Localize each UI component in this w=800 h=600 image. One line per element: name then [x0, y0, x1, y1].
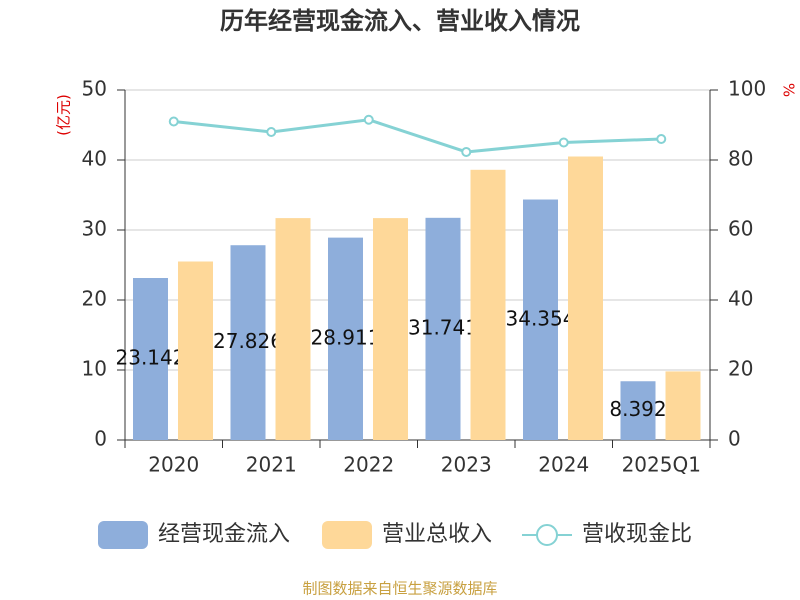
data-label: 8.392 [609, 397, 666, 421]
y2-tick-label: 20 [728, 357, 753, 381]
bar [275, 218, 311, 440]
line-series [173, 118, 662, 154]
bar [470, 169, 506, 441]
y-tick-label: 30 [82, 217, 107, 241]
y2-tick-label: 0 [728, 427, 741, 451]
y-axis-label: (亿元) [55, 94, 73, 136]
y2-tick-label: 60 [728, 217, 753, 241]
legend-swatch [322, 521, 372, 549]
chart-title: 历年经营现金流入、营业收入情况 [220, 7, 580, 35]
data-label: 23.142 [116, 346, 186, 370]
bar [328, 237, 363, 440]
x-tick-label: 2022 [343, 453, 394, 477]
bar [230, 245, 266, 440]
y-tick-label: 10 [82, 357, 107, 381]
y2-tick-label: 40 [728, 287, 753, 311]
bar [133, 278, 168, 440]
x-tick-label: 2023 [441, 453, 492, 477]
y2-axis-label: % [780, 83, 798, 97]
line-marker [656, 134, 667, 144]
line-marker [461, 146, 472, 157]
legend-label: 经营现金流入 [158, 522, 290, 547]
bar [425, 217, 461, 440]
y-tick-label: 50 [82, 77, 107, 101]
x-tick-label: 2020 [148, 453, 199, 477]
x-tick-label: 2021 [246, 453, 297, 477]
data-label: 34.354 [506, 306, 576, 330]
data-label: 28.911 [311, 325, 381, 349]
bar [373, 218, 408, 440]
data-label: 31.741 [408, 315, 478, 339]
line-marker [266, 127, 277, 137]
bar [568, 156, 603, 440]
legend-label: 营业总收入 [382, 522, 492, 547]
legend-swatch [98, 521, 148, 549]
y-tick-label: 0 [94, 427, 107, 451]
x-tick-label: 2024 [538, 453, 589, 477]
y-tick-label: 20 [82, 287, 107, 311]
legend-swatch [536, 524, 558, 546]
data-label: 27.826 [213, 329, 283, 353]
line-marker [168, 116, 179, 127]
x-tick-label: 2025Q1 [622, 453, 701, 477]
bar [178, 261, 213, 440]
legend-label: 营收现金比 [582, 522, 692, 547]
bar [665, 371, 701, 440]
y2-tick-label: 100 [728, 77, 766, 101]
line-marker [363, 114, 374, 125]
y2-tick-label: 80 [728, 147, 753, 171]
bar [523, 199, 558, 440]
bar [620, 381, 656, 440]
y-tick-label: 40 [82, 147, 107, 171]
source-note: 制图数据来自恒生聚源数据库 [302, 580, 497, 598]
line-marker [558, 137, 569, 148]
